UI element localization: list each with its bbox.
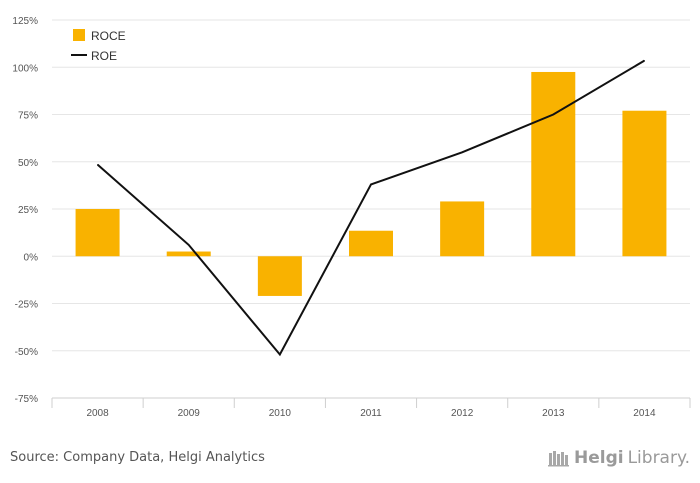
roce-bar-2009 (166, 251, 211, 257)
roce-bar-2011 (349, 230, 393, 257)
roce-bars (75, 71, 667, 296)
roce-bar-2014 (622, 110, 667, 257)
x-axis: 2008 2009 2010 2011 2012 2013 2014 (51, 397, 691, 419)
y-tick-label: 75% (18, 111, 38, 122)
x-tick-label: 2014 (633, 408, 656, 419)
y-tick-label: 0% (24, 252, 39, 263)
x-tick-label: 2010 (269, 408, 292, 419)
roe-point-2012 (461, 151, 463, 153)
roe-point-2010 (279, 354, 281, 356)
roe-point-2013 (552, 114, 554, 115)
legend-label-roce: ROCE (91, 29, 126, 43)
brand-name-part1: Helgi (573, 448, 624, 468)
y-tick-label: 50% (18, 158, 38, 169)
y-tick-label: -25% (15, 300, 38, 311)
legend-label-roe: ROE (91, 49, 117, 63)
legend-swatch-roce (73, 29, 85, 41)
y-axis-tick-labels: 125% 100% 75% 50% 25% 0% -25% -50% -75% (12, 16, 38, 405)
x-tick-label: 2009 (178, 408, 201, 419)
roce-bar-2010 (257, 256, 302, 296)
y-tick-label: 25% (18, 205, 38, 216)
bookshelf-icon (547, 451, 569, 467)
y-tick-label: 100% (12, 63, 38, 74)
y-tick-label: -50% (15, 347, 38, 358)
roe-line-layer (96, 59, 645, 357)
roe-point-2011 (370, 183, 372, 185)
roce-bar-2012 (440, 201, 485, 257)
roe-point-2008 (97, 164, 99, 166)
legend: ROCE ROE (71, 29, 126, 63)
roce-bar-2013 (531, 71, 576, 257)
x-tick-label: 2008 (86, 408, 109, 419)
helgi-library-logo: Helgi Library. (547, 448, 690, 468)
y-tick-label: -75% (15, 394, 38, 405)
x-tick-label: 2011 (360, 408, 382, 419)
brand-name-part2: Library. (627, 448, 690, 468)
roce-bar-2008 (75, 209, 120, 257)
source-note: Source: Company Data, Helgi Analytics (10, 450, 265, 465)
x-tick-label: 2013 (542, 408, 565, 419)
x-tick-label: 2012 (451, 408, 474, 419)
roce-roe-chart: 125% 100% 75% 50% 25% 0% -25% -50% -75% 2008 2009… (12, 16, 691, 419)
y-tick-label: 125% (12, 16, 38, 27)
roe-point-2009 (188, 244, 190, 246)
roe-point-2014 (643, 60, 645, 62)
